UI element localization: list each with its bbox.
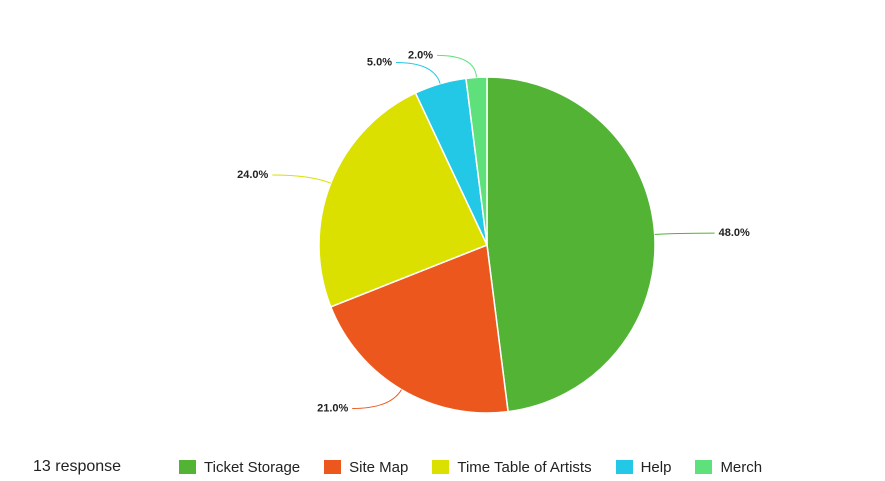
data-label: 2.0% <box>408 49 433 61</box>
response-count: 13 response <box>33 458 122 475</box>
chart: 48.0% 21.0% 24.0% 5.0% 2.0% <box>237 49 750 414</box>
data-label: 48.0% <box>719 227 750 239</box>
legend-swatch <box>695 460 713 474</box>
footer: 13 response Ticket Storage Site Map Time T… <box>33 455 786 479</box>
pie-slice <box>329 243 509 414</box>
legend-item[interactable]: Ticket Storage <box>179 459 300 476</box>
pie-slice <box>318 91 489 308</box>
legend-label: Ticket Storage <box>204 458 301 476</box>
legend-item[interactable]: Merch <box>695 459 762 476</box>
label-connector <box>654 232 715 235</box>
legend-swatch <box>179 460 196 474</box>
data-label: 24.0% <box>237 169 268 181</box>
data-label: 21.0% <box>317 402 348 414</box>
legend-item[interactable]: Help <box>615 458 672 476</box>
label-connector <box>437 54 477 78</box>
legend-swatch <box>432 460 450 474</box>
legend-label: Site Map <box>349 458 409 476</box>
label-connector <box>272 174 331 184</box>
legend-item[interactable]: Time Table of Artists <box>432 458 592 476</box>
legend-label: Help <box>640 458 672 476</box>
legend-item[interactable]: Site Map <box>324 459 408 476</box>
legend: Ticket Storage Site Map Time Table of Arti… <box>179 459 786 476</box>
pie-slice <box>486 76 656 413</box>
legend-swatch <box>615 460 633 474</box>
label-connector <box>352 389 402 410</box>
legend-label: Time Table of Artists <box>457 458 592 476</box>
data-label: 5.0% <box>367 56 392 68</box>
label-connector <box>395 62 441 84</box>
legend-swatch <box>324 460 342 474</box>
legend-label: Merch <box>720 458 763 476</box>
